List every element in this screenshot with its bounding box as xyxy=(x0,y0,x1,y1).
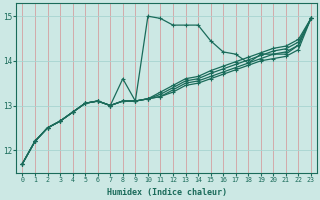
X-axis label: Humidex (Indice chaleur): Humidex (Indice chaleur) xyxy=(107,188,227,197)
